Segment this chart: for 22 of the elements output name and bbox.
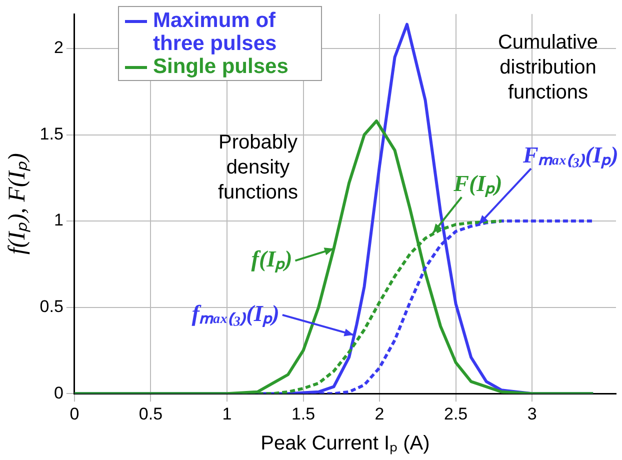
annotation: Fₘₐₓ₍₃₎(Iₚ) [522, 142, 618, 168]
y-tick-label: 2 [54, 38, 64, 58]
x-tick-label: 1.5 [291, 404, 316, 424]
annotation: F(Iₚ) [452, 171, 502, 198]
annotation: f(Iₚ) [251, 246, 292, 273]
annotation: Cumulative distribution functions [498, 32, 598, 104]
y-tick-label: 0 [54, 383, 64, 402]
legend-label: Maximum of three pulses [153, 9, 278, 55]
x-tick-label: 2 [374, 404, 384, 424]
x-tick-label: 0 [70, 404, 80, 424]
x-tick-label: 3 [527, 404, 537, 424]
y-tick-label: 0.5 [40, 297, 64, 316]
y-tick-label: 1.5 [40, 124, 64, 144]
y-tick-label: 1 [54, 210, 64, 230]
y-axis-title: f(Iₚ), F(Iₚ) [4, 153, 31, 254]
annotation: Probably density functions [218, 132, 298, 204]
annotation: fₘₐₓ₍₃₎(Iₚ) [192, 300, 280, 327]
x-tick-label: 0.5 [138, 404, 163, 424]
x-axis-title: Peak Current Iₚ (A) [260, 432, 430, 455]
x-tick-label: 1 [222, 404, 232, 424]
x-tick-label: 2.5 [444, 404, 468, 424]
legend-label: Single pulses [153, 55, 288, 78]
